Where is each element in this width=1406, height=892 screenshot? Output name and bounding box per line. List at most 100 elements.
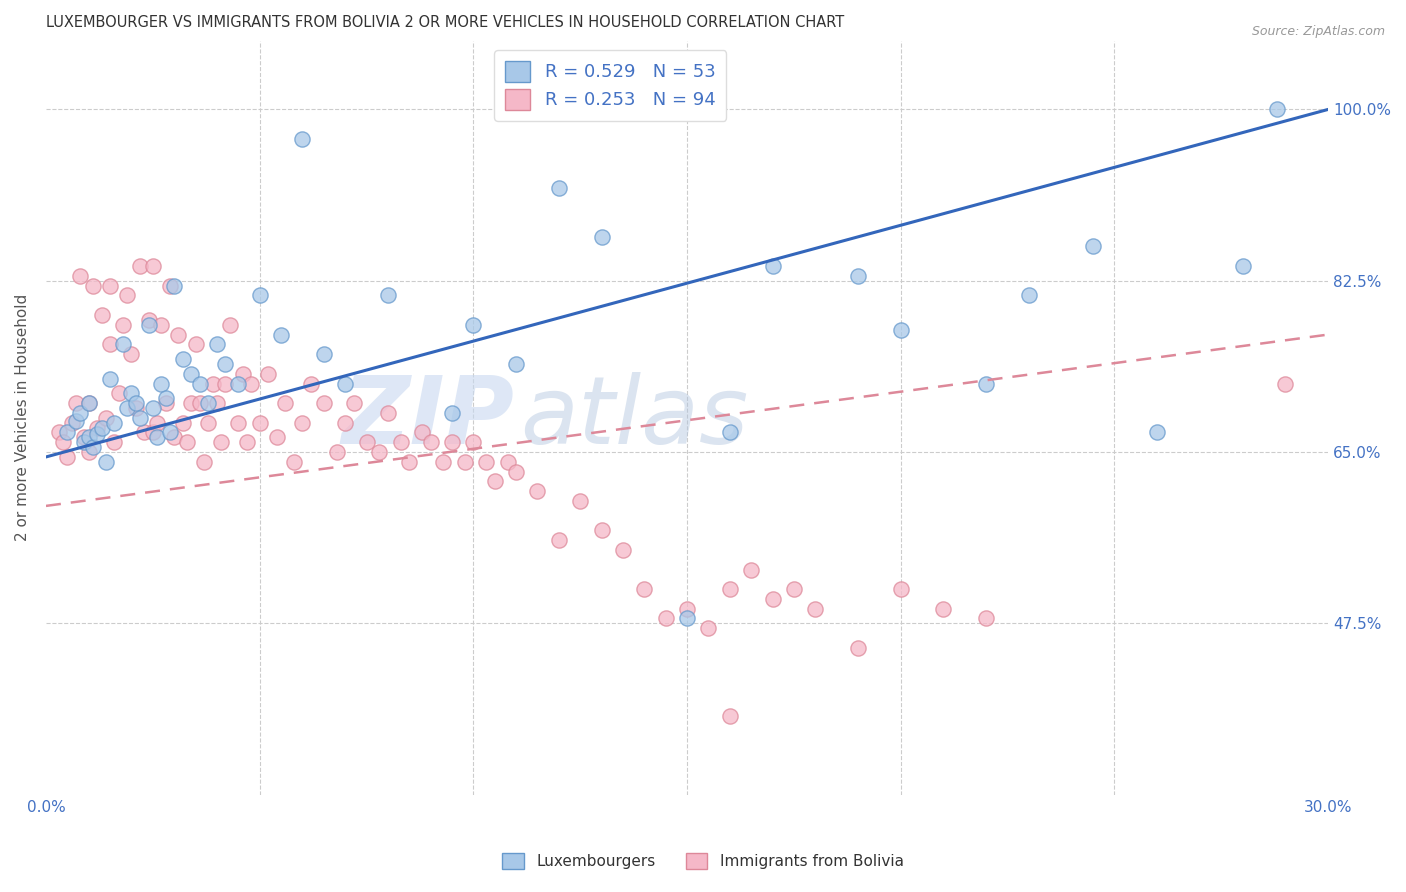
Point bbox=[291, 132, 314, 146]
Point bbox=[249, 288, 271, 302]
Point bbox=[180, 396, 202, 410]
Point bbox=[1274, 376, 1296, 391]
Point bbox=[205, 337, 228, 351]
Point bbox=[249, 416, 271, 430]
Point bbox=[718, 582, 741, 596]
Point bbox=[232, 367, 254, 381]
Point bbox=[761, 591, 783, 606]
Point bbox=[159, 425, 181, 440]
Point bbox=[69, 406, 91, 420]
Point bbox=[163, 278, 186, 293]
Point bbox=[209, 435, 232, 450]
Point bbox=[188, 376, 211, 391]
Point bbox=[484, 475, 506, 489]
Point bbox=[846, 640, 869, 655]
Point bbox=[69, 268, 91, 283]
Point bbox=[697, 621, 720, 635]
Point bbox=[932, 601, 955, 615]
Point bbox=[193, 455, 215, 469]
Point bbox=[48, 425, 70, 440]
Point bbox=[1265, 103, 1288, 117]
Point bbox=[240, 376, 263, 391]
Point bbox=[146, 430, 169, 444]
Point bbox=[419, 435, 441, 450]
Point bbox=[142, 401, 165, 415]
Point bbox=[134, 425, 156, 440]
Point bbox=[188, 396, 211, 410]
Point bbox=[547, 180, 569, 194]
Point bbox=[974, 376, 997, 391]
Point bbox=[236, 435, 259, 450]
Text: Source: ZipAtlas.com: Source: ZipAtlas.com bbox=[1251, 25, 1385, 38]
Point bbox=[197, 396, 219, 410]
Y-axis label: 2 or more Vehicles in Household: 2 or more Vehicles in Household bbox=[15, 294, 30, 541]
Point bbox=[138, 318, 160, 332]
Point bbox=[205, 396, 228, 410]
Point bbox=[804, 601, 827, 615]
Point bbox=[1232, 259, 1254, 273]
Point bbox=[214, 376, 236, 391]
Point bbox=[214, 357, 236, 371]
Point bbox=[226, 376, 249, 391]
Point bbox=[1081, 239, 1104, 253]
Point bbox=[454, 455, 477, 469]
Point bbox=[90, 308, 112, 322]
Point bbox=[257, 367, 280, 381]
Point bbox=[432, 455, 454, 469]
Point bbox=[77, 430, 100, 444]
Point bbox=[890, 582, 912, 596]
Point bbox=[312, 347, 335, 361]
Point bbox=[783, 582, 806, 596]
Point bbox=[266, 430, 288, 444]
Point bbox=[184, 337, 207, 351]
Point bbox=[77, 396, 100, 410]
Point bbox=[94, 455, 117, 469]
Point bbox=[150, 318, 173, 332]
Point bbox=[218, 318, 240, 332]
Point bbox=[146, 416, 169, 430]
Point bbox=[389, 435, 412, 450]
Point bbox=[299, 376, 322, 391]
Point bbox=[440, 435, 463, 450]
Point bbox=[155, 396, 177, 410]
Point bbox=[974, 611, 997, 625]
Text: LUXEMBOURGER VS IMMIGRANTS FROM BOLIVIA 2 OR MORE VEHICLES IN HOUSEHOLD CORRELAT: LUXEMBOURGER VS IMMIGRANTS FROM BOLIVIA … bbox=[46, 15, 844, 30]
Point bbox=[633, 582, 655, 596]
Point bbox=[463, 435, 485, 450]
Point bbox=[103, 435, 125, 450]
Point bbox=[142, 425, 165, 440]
Point bbox=[505, 357, 527, 371]
Point bbox=[475, 455, 498, 469]
Point bbox=[172, 352, 194, 367]
Point bbox=[325, 445, 347, 459]
Point bbox=[73, 430, 96, 444]
Point bbox=[846, 268, 869, 283]
Point bbox=[65, 396, 87, 410]
Point bbox=[377, 406, 399, 420]
Point bbox=[107, 386, 129, 401]
Point bbox=[761, 259, 783, 273]
Point bbox=[73, 435, 96, 450]
Point bbox=[654, 611, 676, 625]
Point bbox=[56, 450, 79, 464]
Point bbox=[82, 278, 104, 293]
Point bbox=[129, 410, 152, 425]
Point bbox=[291, 416, 314, 430]
Point bbox=[274, 396, 297, 410]
Point bbox=[343, 396, 366, 410]
Point bbox=[1018, 288, 1040, 302]
Point bbox=[98, 278, 121, 293]
Point bbox=[740, 562, 762, 576]
Point bbox=[82, 440, 104, 454]
Point bbox=[167, 327, 190, 342]
Point bbox=[197, 416, 219, 430]
Text: ZIP: ZIP bbox=[342, 372, 515, 464]
Point bbox=[172, 416, 194, 430]
Point bbox=[676, 601, 699, 615]
Point bbox=[591, 524, 613, 538]
Point bbox=[176, 435, 198, 450]
Point bbox=[505, 465, 527, 479]
Point bbox=[155, 391, 177, 405]
Point bbox=[569, 494, 592, 508]
Point bbox=[356, 435, 378, 450]
